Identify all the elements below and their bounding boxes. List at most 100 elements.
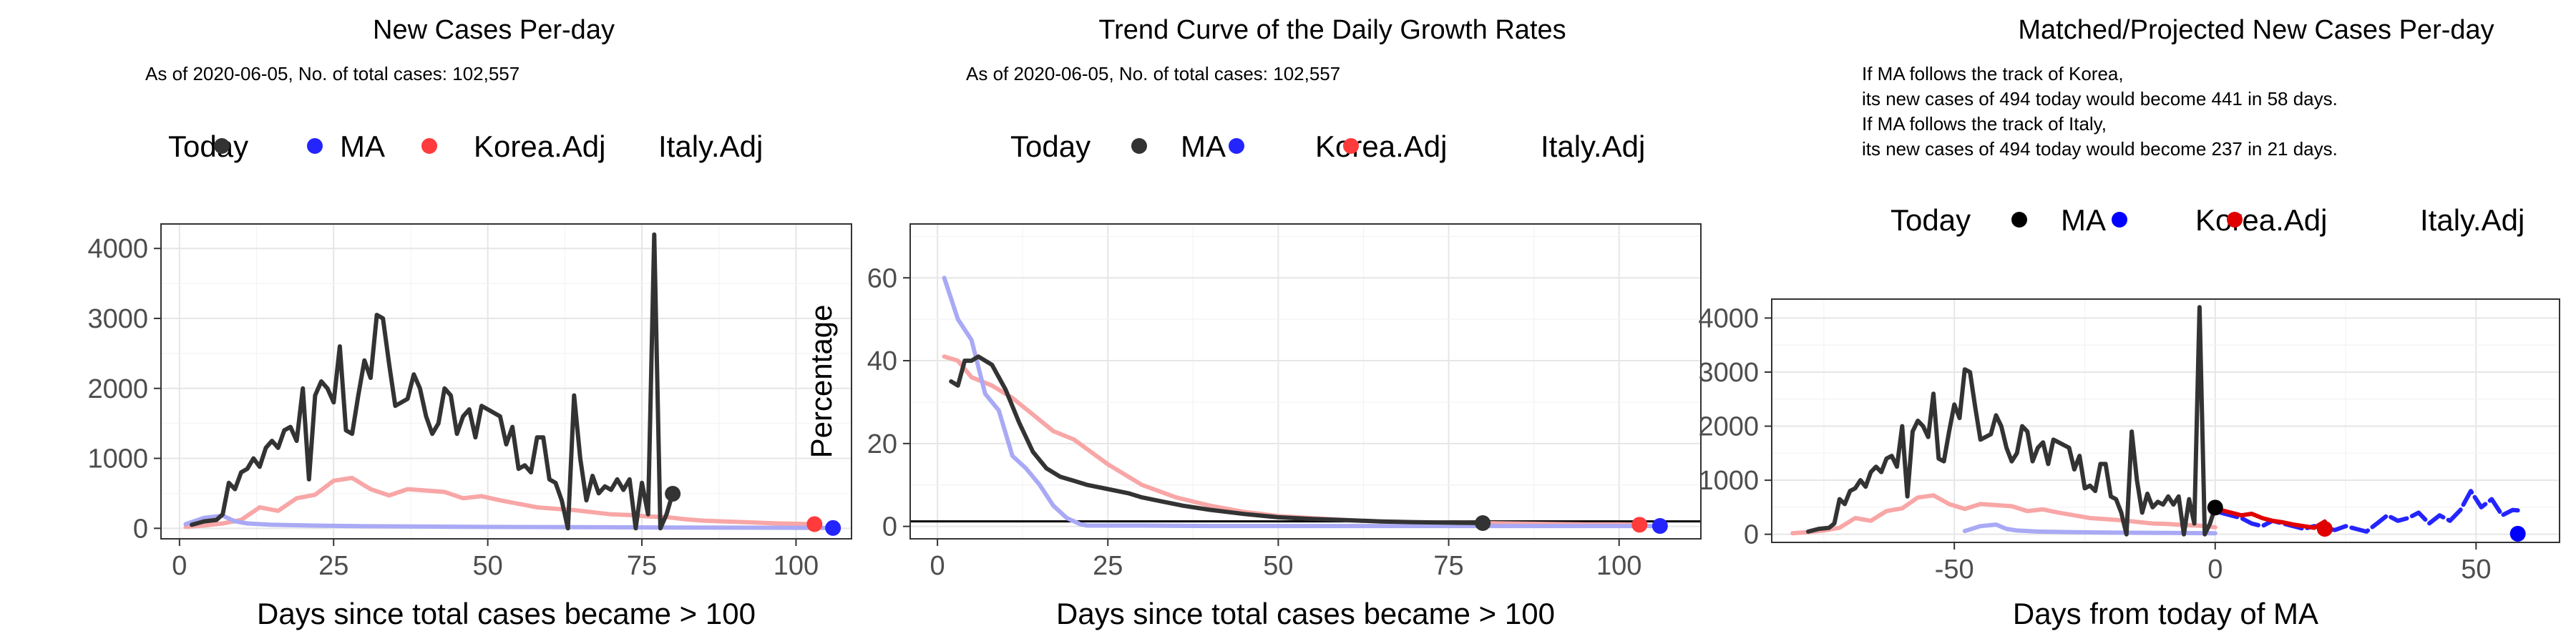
series-group (1790, 305, 2520, 537)
x-axis-label: Days since total cases became > 100 (1056, 597, 1555, 630)
gridlines (910, 224, 1701, 539)
chart-subtitle: As of 2020-06-05, No. of total cases: 10… (145, 63, 519, 84)
legend-title: Today (1010, 130, 1091, 163)
today-point-italy-adj (2316, 521, 2333, 537)
plot-border (909, 223, 1702, 540)
legend-label-korea-adj: Korea.Adj (474, 130, 605, 163)
y-tick-label: 1000 (1698, 466, 1759, 496)
y-tick-label: 40 (867, 346, 897, 376)
chart-note-2: its new cases of 494 today would become … (1862, 88, 2338, 109)
chart-title: Matched/Projected New Cases Per-day (2018, 15, 2494, 45)
y-tick-label: 3000 (1698, 358, 1759, 388)
y-axis-label: Percentage (804, 305, 838, 459)
series-group (183, 232, 836, 531)
series-line-italy-adj-past (1790, 493, 2218, 536)
x-tick-label: 75 (627, 551, 657, 581)
x-tick-label: 25 (318, 551, 348, 581)
legend: Today MA Korea.Adj Italy.Adj (1890, 203, 2524, 237)
axes: 0 25 50 75 100 0 20 40 60 (867, 263, 1642, 581)
chart-panel-2: Trend Curve of the Daily Growth Rates As … (804, 15, 1702, 630)
plot-background (910, 224, 1701, 539)
y-tick-label: 60 (867, 263, 897, 293)
series-line-italy-adj-projected (2218, 507, 2327, 530)
y-tick-label: 1000 (87, 444, 148, 474)
x-tick-label: 75 (1433, 551, 1463, 581)
y-tick-label: 3000 (87, 304, 148, 334)
series-line-italy-adj (183, 475, 817, 530)
legend-label-korea-adj: Korea.Adj (1315, 130, 1447, 163)
legend-label-italy-adj: Italy.Adj (1541, 130, 1645, 163)
today-point-korea-adj (825, 519, 841, 536)
legend-title: Today (1890, 203, 1971, 237)
x-tick-label: 50 (1263, 551, 1293, 581)
today-point-ma (665, 486, 681, 502)
legend-label-ma: MA (2061, 203, 2106, 237)
series-line-korea-adj (183, 513, 836, 530)
y-tick-label: 0 (882, 512, 897, 542)
x-tick-label: -50 (1935, 555, 1974, 585)
chart-note-4: its new cases of 494 today would become … (1862, 138, 2338, 160)
legend: Today MA Korea.Adj Italy.Adj (168, 130, 763, 163)
today-point-ma (2207, 499, 2223, 516)
legend-label-italy-adj: Italy.Adj (658, 130, 763, 163)
plot-border (160, 223, 852, 540)
y-tick-label: 0 (1744, 520, 1759, 550)
x-tick-label: 0 (930, 551, 945, 581)
x-axis-label: Days from today of MA (2013, 597, 2318, 630)
legend-marker-italy-adj (2227, 212, 2243, 228)
legend-label-korea-adj: Korea.Adj (2195, 203, 2327, 237)
legend-marker-italy-adj (421, 138, 437, 154)
chart-panel-3: Matched/Projected New Cases Per-day If MA… (1698, 15, 2560, 630)
x-tick-label: 50 (473, 551, 503, 581)
today-point-korea-adj (1652, 518, 1668, 535)
y-tick-label: 4000 (1698, 303, 1759, 333)
x-tick-label: 100 (774, 551, 819, 581)
y-tick-label: 20 (867, 429, 897, 459)
chart-subtitle: As of 2020-06-05, No. of total cases: 10… (966, 63, 1340, 84)
legend-marker-korea-adj (2112, 212, 2127, 228)
legend-label-italy-adj: Italy.Adj (2420, 203, 2524, 237)
y-tick-label: 0 (133, 514, 148, 544)
legend-label-ma: MA (340, 130, 385, 163)
legend-marker-ma (2011, 212, 2027, 228)
chart-title: Trend Curve of the Daily Growth Rates (1098, 15, 1566, 45)
legend-title: Today (168, 130, 248, 163)
series-group (942, 275, 1662, 529)
plot-background (161, 224, 852, 539)
today-point-ma (1475, 515, 1491, 531)
y-tick-label: 4000 (87, 234, 148, 264)
series-line-ma-past (1806, 305, 2218, 537)
x-tick-label: 25 (1093, 551, 1123, 581)
legend-label-ma: MA (1181, 130, 1226, 163)
legend-marker-ma (214, 138, 230, 154)
y-tick-label: 2000 (87, 374, 148, 404)
series-line-korea-adj (942, 275, 1662, 529)
today-point-italy-adj (806, 516, 823, 532)
legend-marker-ma (1131, 138, 1147, 154)
legend-marker-korea-adj (307, 138, 323, 154)
chart-title: New Cases Per-day (373, 15, 615, 45)
x-tick-label: 50 (2461, 555, 2491, 585)
legend-marker-italy-adj (1343, 138, 1359, 154)
gridlines (161, 224, 852, 539)
x-axis-label: Days since total cases became > 100 (257, 597, 756, 630)
series-line-korea-adj-past (1962, 522, 2218, 536)
x-tick-label: 0 (2207, 555, 2223, 585)
y-tick-label: 2000 (1698, 412, 1759, 442)
plot-background (1772, 299, 2560, 542)
today-point-korea-adj (2509, 525, 2526, 542)
series-line-ma (949, 354, 1485, 525)
plot-border (1771, 298, 2560, 543)
legend: Today MA Korea.Adj Italy.Adj (1010, 130, 1645, 163)
x-tick-label: 0 (172, 551, 187, 581)
chart-note-1: If MA follows the track of Korea, (1862, 63, 2124, 84)
series-line-ma (190, 232, 675, 531)
today-point-italy-adj (1631, 517, 1648, 533)
chart-panel-1: New Cases Per-day As of 2020-06-05, No. o… (87, 15, 852, 630)
legend-marker-korea-adj (1229, 138, 1244, 154)
chart-note-3: If MA follows the track of Italy, (1862, 113, 2107, 135)
x-tick-label: 100 (1596, 551, 1641, 581)
